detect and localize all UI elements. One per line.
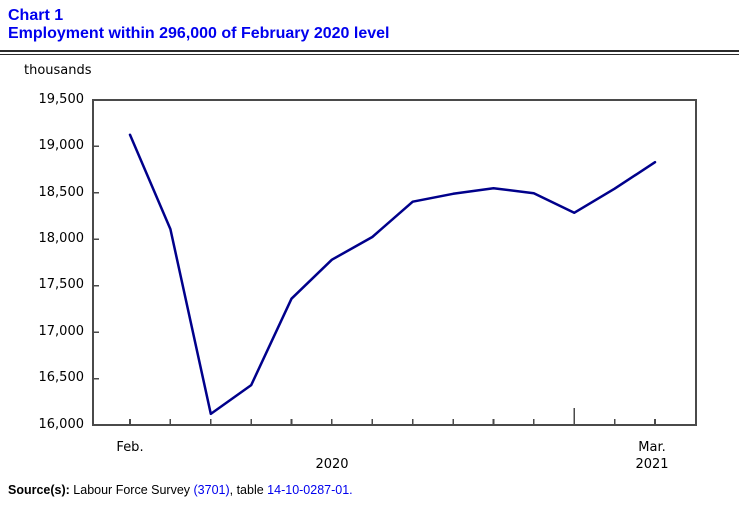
chart-number: Chart 1 bbox=[8, 7, 64, 24]
survey-number-link[interactable]: (3701) bbox=[193, 483, 230, 497]
source-line: Source(s): Labour Force Survey (3701), t… bbox=[8, 483, 353, 498]
y-axis-tick-label: 19,000 bbox=[38, 138, 85, 153]
source-label: Source(s): bbox=[8, 483, 70, 497]
x-axis-label-mar-2021: Mar. bbox=[638, 440, 666, 455]
x-axis-label-feb-2020: Feb. bbox=[116, 440, 144, 455]
y-axis-tick-label: 17,500 bbox=[38, 277, 85, 292]
y-axis-tick-label: 18,000 bbox=[38, 231, 85, 246]
source-text: Labour Force Survey bbox=[69, 483, 194, 497]
chart-title: Employment within 296,000 of February 20… bbox=[8, 25, 390, 42]
y-axis-tick-label: 19,500 bbox=[38, 92, 85, 107]
title-divider bbox=[0, 50, 739, 55]
y-axis-tick-label: 16,000 bbox=[38, 417, 85, 432]
y-axis-tick-label: 17,000 bbox=[38, 324, 85, 339]
x-axis-label-year-2020: 2020 bbox=[315, 457, 349, 472]
y-axis-tick-label: 16,500 bbox=[38, 370, 85, 385]
y-axis-tick-label: 18,500 bbox=[38, 185, 85, 200]
x-axis-label-year-2021: 2021 bbox=[635, 457, 669, 472]
y-axis-unit-label: thousands bbox=[24, 63, 92, 78]
chart-header: Chart 1 Employment within 296,000 of Feb… bbox=[8, 7, 389, 43]
table-number-link[interactable]: 14-10-0287-01. bbox=[267, 483, 353, 497]
source-text: , table bbox=[229, 483, 268, 497]
